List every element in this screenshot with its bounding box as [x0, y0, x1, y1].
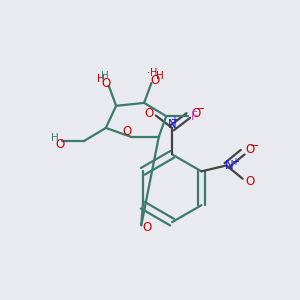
Text: O: O: [56, 138, 65, 151]
Text: O: O: [144, 107, 153, 120]
Text: H: H: [101, 71, 109, 81]
Text: O: O: [142, 221, 151, 234]
Text: −: −: [196, 104, 205, 114]
Text: +: +: [170, 115, 178, 125]
Text: N: N: [224, 159, 233, 172]
Text: H: H: [156, 71, 164, 81]
Text: H: H: [97, 74, 104, 84]
Text: F: F: [191, 110, 197, 123]
Text: O: O: [101, 77, 110, 90]
Text: O: O: [123, 125, 132, 138]
Text: O: O: [245, 175, 255, 188]
Text: O: O: [245, 143, 255, 156]
Text: −: −: [250, 141, 260, 151]
Text: O: O: [191, 107, 200, 120]
Text: ·H: ·H: [147, 68, 157, 78]
Text: N: N: [168, 118, 176, 131]
Text: O: O: [150, 74, 160, 87]
Text: H: H: [51, 133, 59, 143]
Text: +: +: [231, 157, 239, 167]
